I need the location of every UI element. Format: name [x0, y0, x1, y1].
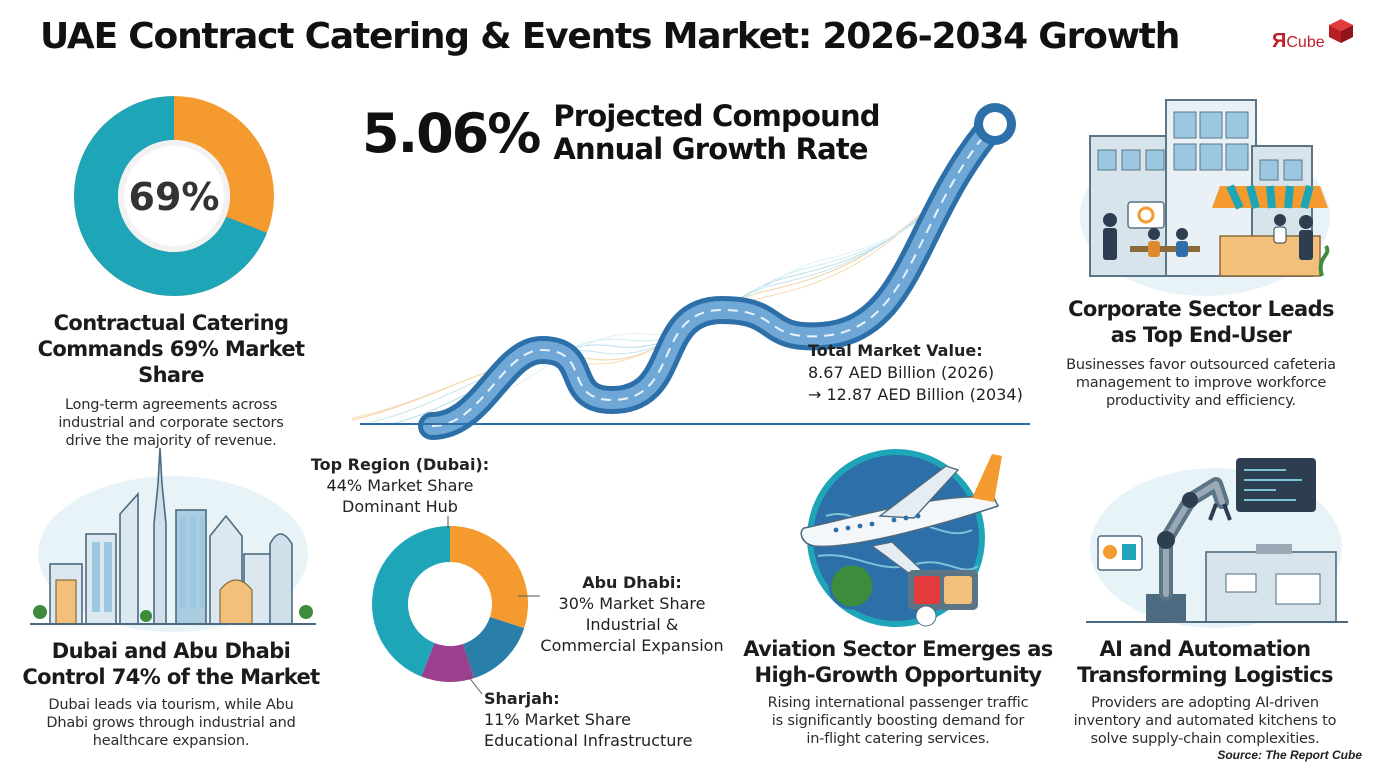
page-title: UAE Contract Catering & Events Market: 2…	[40, 16, 1180, 57]
donut-segment-sharjah	[421, 643, 475, 682]
market-value-label: Total Market Value:	[808, 341, 983, 360]
contract-share-heading: Contractual Catering Commands 69% Market…	[37, 311, 305, 387]
robot-arm-kitchen-illustration	[1086, 458, 1348, 628]
contract-share-panel: Contractual Catering Commands 69% Market…	[10, 310, 332, 450]
source-note: Source: The Report Cube	[1217, 748, 1362, 762]
corporate-heading: Corporate Sector Leads as Top End-User	[1068, 297, 1334, 347]
cagr-kpi: 5.06% Projected Compound Annual Growth R…	[362, 99, 881, 166]
dubai-abudhabi-panel: Dubai and Abu Dhabi Control 74% of the M…	[10, 638, 332, 750]
corporate-office-illustration	[1080, 99, 1330, 296]
dubai-abudhabi-description: Dubai leads via tourism, while Abu Dhabi…	[46, 697, 296, 749]
donut-segment-dubai	[372, 526, 450, 677]
contract-share-description: Long-term agreements across industrial a…	[58, 397, 284, 449]
logo-text: Cube	[1286, 34, 1325, 51]
cagr-label: Projected Compound Annual Growth Rate	[553, 99, 880, 166]
region-sharjah-label: Sharjah: 11% Market Share Educational In…	[484, 689, 693, 750]
donut-segment-contractual	[74, 96, 274, 296]
brand-logo: ЯCube	[1272, 18, 1362, 62]
region-dubai-label: Top Region (Dubai): 44% Market Share Dom…	[310, 455, 490, 516]
region-abudhabi-label: Abu Dhabi: 30% Market Share Industrial &…	[540, 573, 724, 655]
market-share-donut: 69%	[74, 96, 274, 296]
market-value-2026: 8.67 AED Billion (2026)	[808, 363, 995, 382]
market-value-2034: → 12.87 AED Billion (2034)	[808, 385, 1023, 404]
corporate-panel: Corporate Sector Leads as Top End-User B…	[1040, 296, 1362, 410]
airplane-globe-illustration	[800, 449, 1002, 627]
aviation-panel: Aviation Sector Emerges as High-Growth O…	[738, 636, 1058, 748]
share-percent-label: 69%	[129, 175, 220, 219]
market-value-panel: Total Market Value: 8.67 AED Billion (20…	[808, 340, 1023, 406]
ai-automation-description: Providers are adopting AI-driven invento…	[1073, 695, 1337, 747]
aviation-description: Rising international passenger traffic i…	[767, 695, 1029, 747]
donut-segment-other	[462, 616, 525, 679]
cube-icon	[1329, 19, 1353, 43]
donut-segment-abu-dhabi	[450, 526, 528, 629]
city-skyline-illustration	[30, 447, 316, 632]
growth-curve-illustration	[351, 103, 1030, 440]
aviation-heading: Aviation Sector Emerges as High-Growth O…	[743, 637, 1053, 687]
ai-automation-heading: AI and Automation Transforming Logistics	[1077, 637, 1333, 687]
regional-share-donut	[372, 526, 528, 682]
logo-mark: Я	[1272, 30, 1287, 52]
ai-automation-panel: AI and Automation Transforming Logistics…	[1040, 636, 1370, 748]
corporate-description: Businesses favor outsourced cafeteria ma…	[1066, 357, 1336, 409]
dubai-abudhabi-heading: Dubai and Abu Dhabi Control 74% of the M…	[22, 639, 320, 689]
cagr-value: 5.06%	[362, 101, 541, 165]
